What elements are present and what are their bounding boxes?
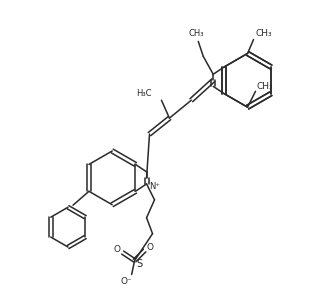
Text: O⁻: O⁻ xyxy=(121,277,132,286)
Text: CH₃: CH₃ xyxy=(188,29,204,38)
Text: CH₃: CH₃ xyxy=(256,82,273,91)
Text: H₃C: H₃C xyxy=(136,89,151,98)
Text: O: O xyxy=(113,245,120,254)
Text: S: S xyxy=(137,258,143,268)
Text: N⁺: N⁺ xyxy=(149,182,160,192)
Text: CH₃: CH₃ xyxy=(255,29,272,38)
Text: O: O xyxy=(146,243,153,252)
